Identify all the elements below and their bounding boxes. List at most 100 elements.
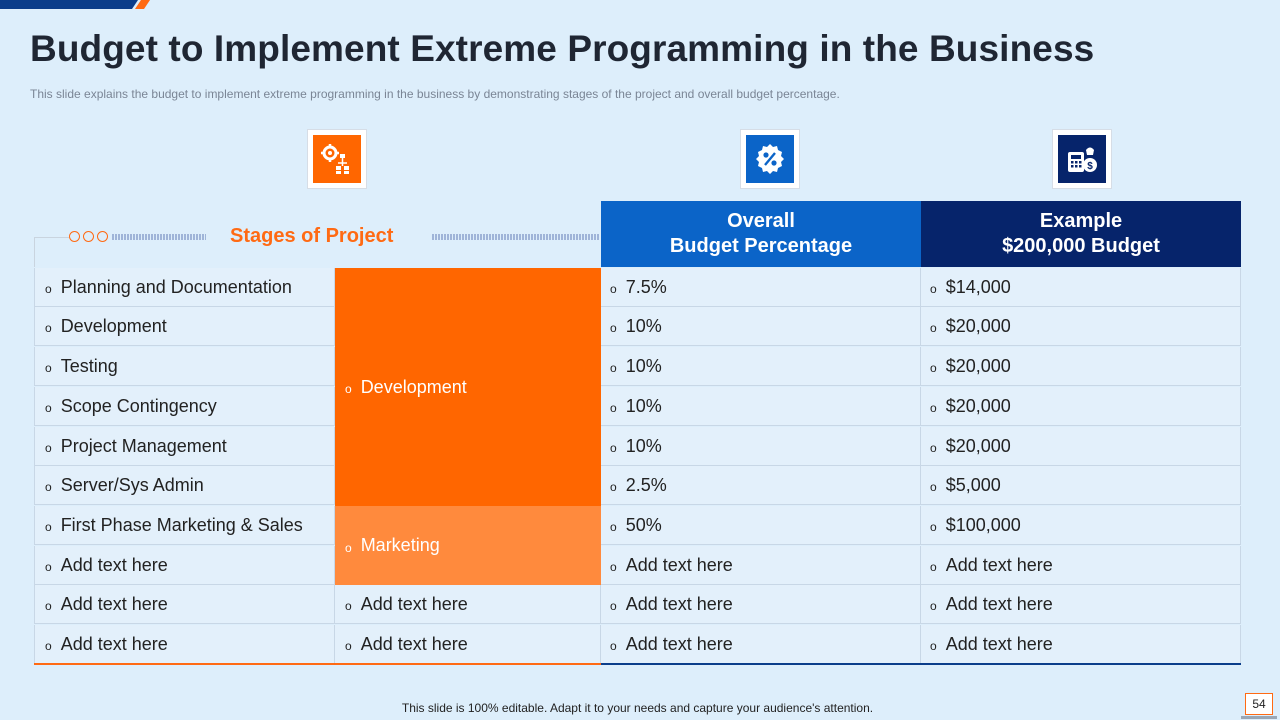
circle-decoration [97,231,108,242]
amount-text: $20,000 [945,315,1011,336]
percent-badge-icon [756,144,784,174]
table-row: o Add text here o Add text here o Add text … [34,585,1241,624]
corner-stripe-decoration [0,0,150,9]
percent-cell: o Add text here [601,546,921,585]
bullet: o [345,382,352,396]
gear-flowchart-icon [321,144,349,174]
bullet: o [345,599,352,613]
stages-header: Stages of Project [34,201,601,267]
budget-header-line2: $200,000 Budget [1002,235,1160,257]
stage-cell: o Add text here [34,625,335,664]
bullet: o [610,441,617,455]
stage-text: Planning and Documentation [60,276,292,297]
stage-cell: o Development [34,307,335,346]
amount-cell: o $20,000 [921,347,1241,386]
calculator-money-icon: $ [1068,147,1097,172]
bullet: o [930,441,937,455]
table-row: o Development o 10% o $20,000 [34,307,1241,346]
percent-cell: o Add text here [601,585,921,624]
bullet: o [45,639,52,653]
amount-text: Add text here [945,593,1053,614]
bullet: o [930,361,937,375]
table-bottom-accent [34,663,601,665]
stages-header-label: Stages of Project [230,225,394,247]
stage-text: Development [60,315,167,336]
amount-text: $5,000 [945,474,1001,495]
percent-cell: o Add text here [601,625,921,664]
percent-cell: o 10% [601,347,921,386]
bullet: o [930,282,937,296]
stage-cell: o Project Management [34,427,335,466]
percent-text: Add text here [625,554,733,575]
category-cell: o Add text here [335,585,601,624]
bullet: o [930,401,937,415]
amount-cell: o $20,000 [921,307,1241,346]
percent-cell: o 2.5% [601,466,921,505]
table-bottom-accent [601,663,1241,665]
stage-text: Server/Sys Admin [60,474,204,495]
amount-text: $20,000 [945,395,1011,416]
stage-cell: o First Phase Marketing & Sales [34,506,335,545]
table-row: o Add text here o Add text here o Add text … [34,546,1241,585]
percentage-header-line2: Budget Percentage [669,235,853,257]
bullet: o [930,520,937,534]
dash-decoration [112,234,206,240]
category-text: Add text here [360,593,468,614]
bullet: o [45,321,52,335]
amount-text: Add text here [945,633,1053,654]
amount-text: $14,000 [945,276,1011,297]
amount-cell: o Add text here [921,546,1241,585]
header-divider [34,237,69,238]
page-number: 54 [1245,693,1273,715]
bullet: o [930,480,937,494]
percentage-column-header: Overall Budget Percentage [601,201,921,267]
amount-text: Add text here [945,554,1053,575]
bullet: o [610,361,617,375]
percent-text: Add text here [625,633,733,654]
stage-cell: o Planning and Documentation [34,268,335,307]
bullet: o [45,520,52,534]
percent-text: 2.5% [625,474,667,495]
percent-text: 50% [625,514,662,535]
percent-text: 10% [625,355,662,376]
table-row: o Project Management o 10% o $20,000 [34,427,1241,466]
footer-note: This slide is 100% editable. Adapt it to… [401,701,874,715]
budget-icon-frame: $ [1053,130,1111,188]
amount-cell: o $14,000 [921,268,1241,307]
development-group-cell: o Development [335,268,601,506]
amount-cell: o $100,000 [921,506,1241,545]
bullet: o [45,480,52,494]
stage-text: Add text here [60,593,168,614]
stage-text: Scope Contingency [60,395,217,416]
bullet: o [45,361,52,375]
amount-cell: o $5,000 [921,466,1241,505]
bullet: o [45,401,52,415]
bullet: o [610,401,617,415]
amount-cell: o $20,000 [921,387,1241,426]
stage-cell: o Add text here [34,546,335,585]
table-row: o Testing o 10% o $20,000 [34,347,1241,386]
bullet: o [610,639,617,653]
stage-cell: o Server/Sys Admin [34,466,335,505]
bullet: o [930,321,937,335]
percent-cell: o 7.5% [601,268,921,307]
stage-text: Add text here [60,554,168,575]
header-divider [34,237,35,267]
percent-text: 10% [625,435,662,456]
header-circles-decoration [69,231,108,242]
page-title: Budget to Implement Extreme Programming … [30,28,1095,69]
percent-text: Add text here [625,593,733,614]
table-row: o Add text here o Add text here o Add text … [34,625,1241,664]
amount-cell: o Add text here [921,625,1241,664]
stage-text: Add text here [60,633,168,654]
stage-text: First Phase Marketing & Sales [60,514,303,535]
category-text: Add text here [360,633,468,654]
stage-text: Project Management [60,435,227,456]
bullet: o [610,282,617,296]
stage-cell: o Scope Contingency [34,387,335,426]
percent-text: 7.5% [625,276,667,297]
bullet: o [45,599,52,613]
bullet: o [610,480,617,494]
bullet: o [610,321,617,335]
table-row: o First Phase Marketing & Sales o 50% o $10… [34,506,1241,545]
